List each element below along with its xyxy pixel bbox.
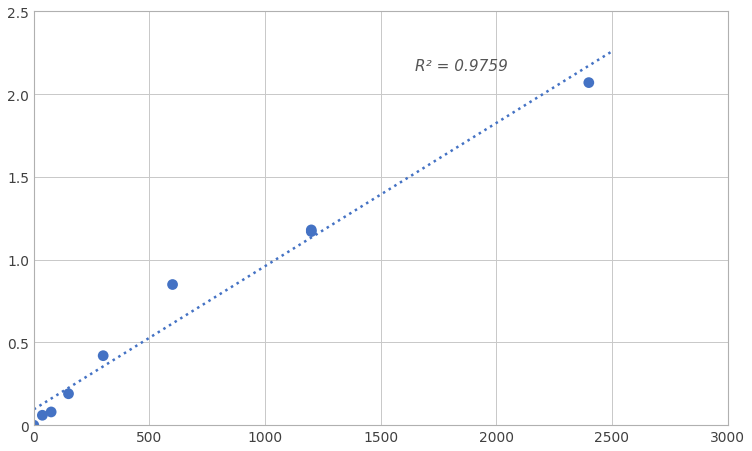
Point: [97, 352, 109, 359]
Point: [166, 281, 178, 289]
Point: [583, 80, 595, 87]
Point: [305, 229, 317, 236]
Text: R² = 0.9759: R² = 0.9759: [415, 59, 508, 74]
Point: [36, 412, 48, 419]
Point: [45, 409, 57, 416]
Point: [305, 227, 317, 234]
Point: [28, 422, 40, 429]
Point: [62, 390, 74, 397]
